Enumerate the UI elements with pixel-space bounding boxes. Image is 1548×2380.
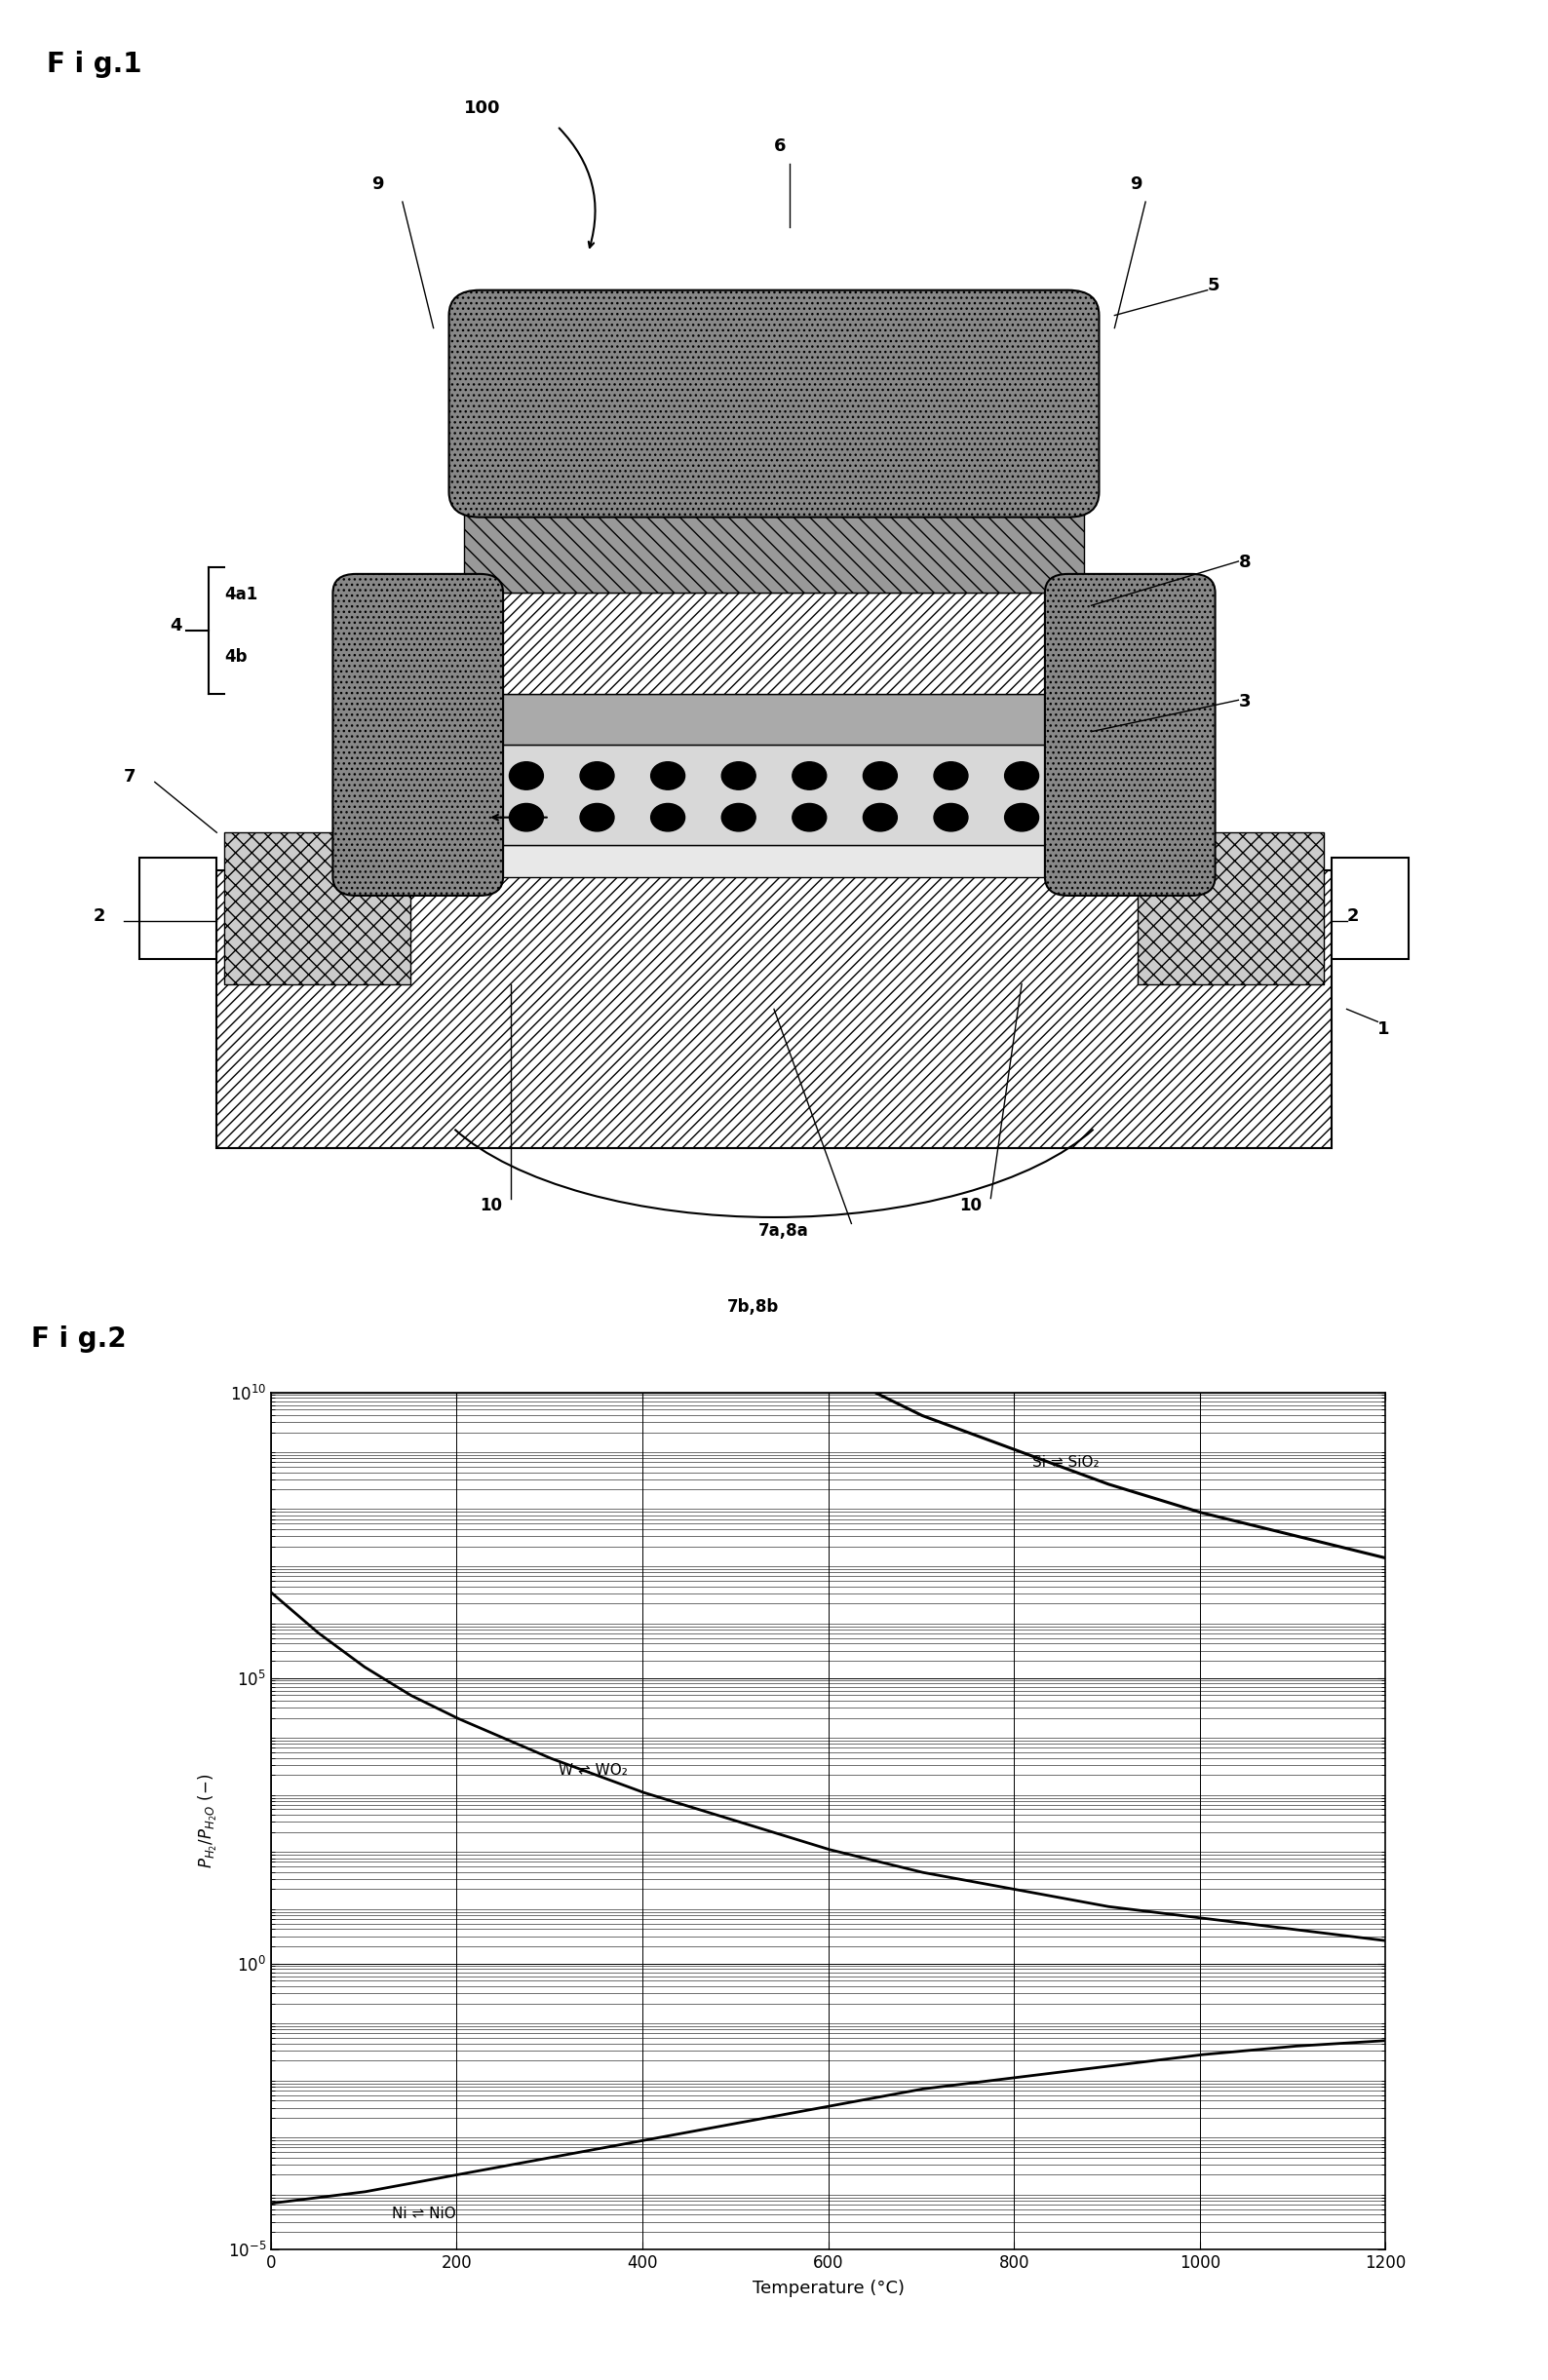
Y-axis label: $P_{H_2}/P_{H_2O}$ (−): $P_{H_2}/P_{H_2O}$ (−) [197,1773,220,1868]
Bar [1331,857,1409,959]
Text: W ⇌ WO₂: W ⇌ WO₂ [559,1764,628,1778]
Bar [464,693,1084,745]
Circle shape [721,762,755,790]
Text: 10: 10 [480,1197,502,1214]
Circle shape [580,762,615,790]
Circle shape [650,762,684,790]
Text: 2: 2 [1347,907,1359,926]
X-axis label: Temperature (°C): Temperature (°C) [752,2280,904,2297]
Text: 7: 7 [124,769,136,785]
Circle shape [864,762,898,790]
Text: 4: 4 [170,616,183,635]
FancyBboxPatch shape [1045,574,1215,895]
FancyBboxPatch shape [449,290,1099,516]
Bar [139,857,217,959]
Text: 4b: 4b [224,650,248,666]
Text: 9: 9 [372,176,384,193]
Bar [464,593,1084,693]
Text: Si ⇌ SiO₂: Si ⇌ SiO₂ [1033,1454,1099,1468]
Text: 100: 100 [464,100,502,117]
Text: 3: 3 [1238,693,1251,709]
Text: 7a,8a: 7a,8a [759,1223,810,1240]
Bar [217,871,1331,1147]
Circle shape [933,762,968,790]
Circle shape [793,804,827,831]
Circle shape [793,762,827,790]
Circle shape [509,762,543,790]
Circle shape [509,804,543,831]
Text: 8: 8 [1238,555,1251,571]
Bar [464,845,1084,876]
Bar [464,466,1084,593]
Text: Ni ⇌ NiO: Ni ⇌ NiO [392,2206,455,2221]
FancyBboxPatch shape [333,574,503,895]
Text: 9: 9 [1130,176,1142,193]
Text: 4a1: 4a1 [224,585,259,602]
Text: 7b,8b: 7b,8b [728,1297,780,1316]
Circle shape [721,804,755,831]
Text: 1: 1 [1378,1021,1390,1038]
Circle shape [1005,804,1039,831]
Bar [224,833,410,983]
Text: 2: 2 [93,907,105,926]
Text: F i g.1: F i g.1 [46,50,141,79]
Circle shape [1005,762,1039,790]
Circle shape [580,804,615,831]
Circle shape [650,804,684,831]
Text: 6: 6 [774,138,786,155]
Text: 5: 5 [1207,276,1220,295]
Text: 10: 10 [960,1197,981,1214]
Bar [464,745,1084,845]
Text: F i g.2: F i g.2 [31,1326,125,1352]
Bar [1138,833,1324,983]
Circle shape [864,804,898,831]
Circle shape [933,804,968,831]
